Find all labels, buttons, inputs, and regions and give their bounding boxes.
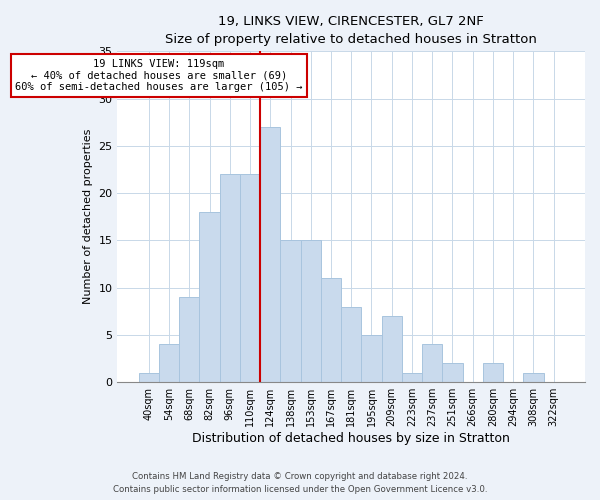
Bar — [422, 344, 442, 382]
Bar — [220, 174, 240, 382]
Bar — [139, 373, 159, 382]
Bar — [402, 373, 422, 382]
Text: 19 LINKS VIEW: 119sqm
← 40% of detached houses are smaller (69)
60% of semi-deta: 19 LINKS VIEW: 119sqm ← 40% of detached … — [15, 59, 303, 92]
Title: 19, LINKS VIEW, CIRENCESTER, GL7 2NF
Size of property relative to detached house: 19, LINKS VIEW, CIRENCESTER, GL7 2NF Siz… — [166, 15, 537, 46]
Bar — [341, 306, 361, 382]
Bar — [442, 364, 463, 382]
Bar — [179, 297, 199, 382]
Bar — [361, 335, 382, 382]
Bar — [301, 240, 321, 382]
Bar — [321, 278, 341, 382]
Bar — [523, 373, 544, 382]
Bar — [199, 212, 220, 382]
Bar — [280, 240, 301, 382]
Y-axis label: Number of detached properties: Number of detached properties — [83, 129, 93, 304]
Bar — [483, 364, 503, 382]
Bar — [382, 316, 402, 382]
X-axis label: Distribution of detached houses by size in Stratton: Distribution of detached houses by size … — [193, 432, 510, 445]
Bar — [260, 127, 280, 382]
Text: Contains HM Land Registry data © Crown copyright and database right 2024.
Contai: Contains HM Land Registry data © Crown c… — [113, 472, 487, 494]
Bar — [159, 344, 179, 382]
Bar — [240, 174, 260, 382]
